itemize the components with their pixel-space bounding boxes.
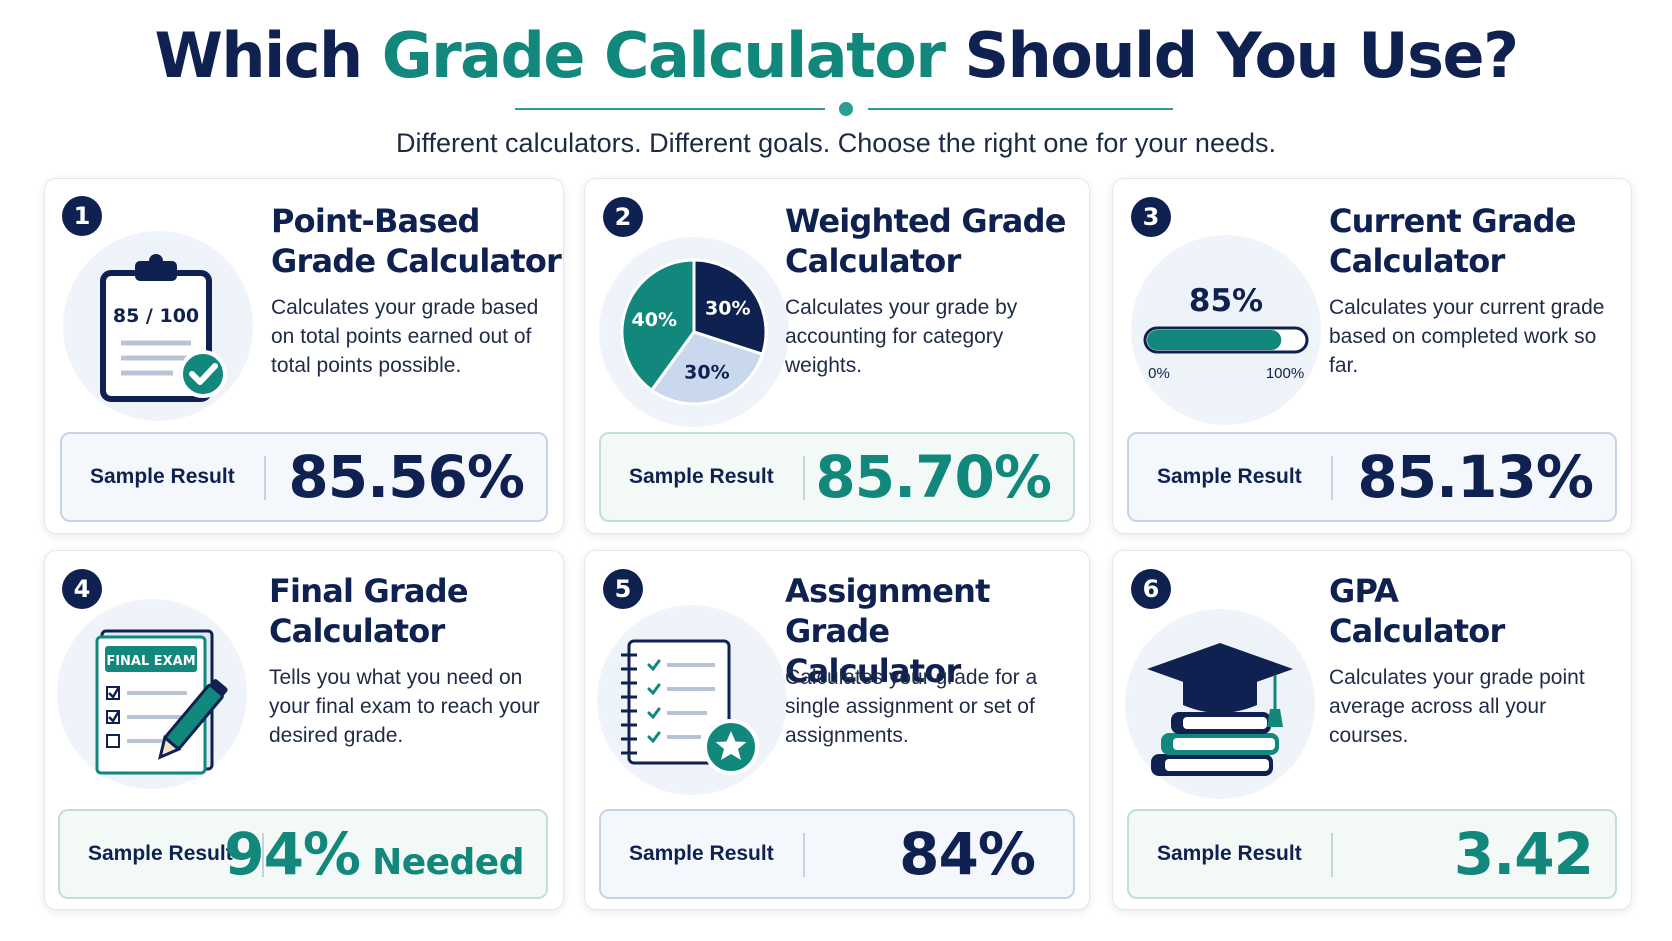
card-number-badge: 3 xyxy=(1131,197,1171,237)
pie-slice-label: 30% xyxy=(705,298,750,320)
sample-result-value: 94% Needed xyxy=(224,820,524,888)
pie-slice xyxy=(692,258,768,357)
card-title: Final Grade Calculator xyxy=(269,572,469,650)
card-number-badge: 6 xyxy=(1131,569,1171,609)
card-title: Point-Based Grade Calculator xyxy=(271,202,562,280)
sample-result-box: Sample Result 84% xyxy=(599,809,1075,899)
title-divider-dot xyxy=(839,102,853,116)
result-separator xyxy=(262,833,264,877)
sample-result-value: 85.56% xyxy=(288,443,525,511)
card-description: Calculates your grade based on total poi… xyxy=(271,296,539,377)
graduation-cap-books-icon xyxy=(1125,609,1315,799)
pie-chart-icon: 40% 30% 30% xyxy=(599,237,789,427)
result-separator xyxy=(803,456,805,500)
page-title: Which Grade Calculator Should You Use? xyxy=(154,19,1519,92)
final-exam-label: FINAL EXAM xyxy=(106,654,195,669)
sample-result-box: Sample Result 94% Needed xyxy=(58,809,548,899)
progress-max-label: 100% xyxy=(1266,365,1304,382)
sample-result-value: 3.42 xyxy=(1453,820,1594,888)
progress-value-label: 85% xyxy=(1189,283,1263,319)
pie-slice-label: 40% xyxy=(632,309,677,331)
sample-result-label: Sample Result xyxy=(90,465,235,488)
sample-result-label: Sample Result xyxy=(1157,842,1302,865)
card-number-badge: 5 xyxy=(603,569,643,609)
card-weighted: 2 40% 30% 30% Weighted Grade Calculator Ca… xyxy=(584,178,1090,534)
result-separator xyxy=(1331,833,1333,877)
card-title: Weighted Grade Calculator xyxy=(785,202,1066,280)
card-gpa: 6 GPA Calculator Calculates your grade p… xyxy=(1112,550,1632,910)
result-suffix: Needed xyxy=(360,842,524,883)
sample-result-label: Sample Result xyxy=(629,465,774,488)
pie-slice-label: 30% xyxy=(684,362,729,384)
result-separator xyxy=(1331,456,1333,500)
sample-result-value: 85.70% xyxy=(815,443,1052,511)
sample-result-box: Sample Result 85.70% xyxy=(599,432,1075,522)
sample-result-label: Sample Result xyxy=(629,842,774,865)
sample-result-value: 84% xyxy=(899,820,1036,888)
card-assignment-grade: 5 Assignment Grade Calculator Calculates… xyxy=(584,550,1090,910)
pie-slice xyxy=(649,330,765,406)
card-description: Calculates your grade point average acro… xyxy=(1329,666,1585,747)
sample-result-label: Sample Result xyxy=(88,842,233,865)
page-subtitle: Different calculators. Different goals. … xyxy=(396,128,1276,158)
progress-bar-icon: 85% 0% 100% xyxy=(1131,235,1321,425)
card-number-badge: 1 xyxy=(62,196,102,236)
clipboard-check-icon: 85 / 100 xyxy=(63,231,253,421)
notebook-star-icon xyxy=(597,605,787,795)
result-separator xyxy=(803,833,805,877)
sample-result-box: Sample Result 3.42 xyxy=(1127,809,1617,899)
sample-result-box: Sample Result 85.13% xyxy=(1127,432,1617,522)
page-title-accent: Grade Calculator xyxy=(381,19,946,92)
card-title: GPA Calculator xyxy=(1329,572,1505,650)
card-current-grade: 3 85% 0% 100% Current Grade Calculator C… xyxy=(1112,178,1632,534)
sample-result-box: Sample Result 85.56% xyxy=(60,432,548,522)
card-description: Calculates your current grade based on c… xyxy=(1329,296,1605,377)
card-title: Assignment Grade Calculator xyxy=(785,572,990,690)
progress-min-label: 0% xyxy=(1148,365,1170,382)
sample-result-value: 85.13% xyxy=(1357,443,1594,511)
card-point-based: 1 85 / 100 Point-Based Grade Calculator … xyxy=(44,178,564,534)
card-description: Tells you what you need on your final ex… xyxy=(269,666,540,747)
clipboard-score-text: 85 / 100 xyxy=(113,305,199,327)
title-divider-left xyxy=(515,108,825,110)
card-number-badge: 2 xyxy=(603,197,643,237)
card-title: Current Grade Calculator xyxy=(1329,202,1576,280)
final-exam-icon: FINAL EXAM xyxy=(57,599,247,789)
result-separator xyxy=(264,456,266,500)
card-description: Calculates your grade for a single assig… xyxy=(785,666,1038,747)
title-divider-right xyxy=(868,108,1173,110)
sample-result-label: Sample Result xyxy=(1157,465,1302,488)
progress-fill xyxy=(1147,330,1282,350)
pie-slice xyxy=(620,258,696,393)
card-final-grade: 4 FINAL EXAM Final Grade Calculator Tell… xyxy=(44,550,564,910)
card-description: Calculates your grade by accounting for … xyxy=(785,296,1018,377)
card-number-badge: 4 xyxy=(62,569,102,609)
